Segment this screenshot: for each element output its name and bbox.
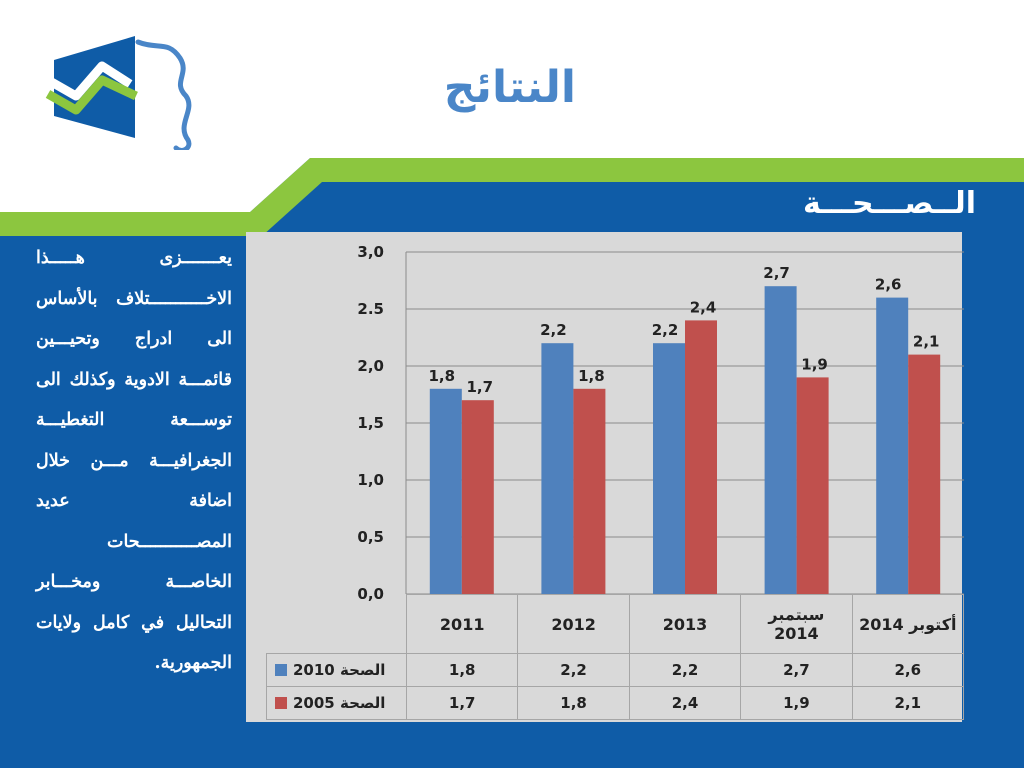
category-label: أكتوبر 2014: [851, 594, 965, 654]
series-row: الصحة 2010 1,8 2,2 2,2 2,7 2,6: [266, 653, 965, 687]
y-tick-label: 0,0: [357, 585, 384, 603]
y-tick-label: 0,5: [357, 528, 384, 546]
category-label: سبتمبر 2014: [740, 594, 853, 654]
bar: [429, 388, 462, 594]
bar: [685, 320, 717, 594]
table-cell: 1,7: [405, 686, 519, 720]
data-label: 1,8: [429, 367, 456, 385]
data-label: 2,2: [540, 321, 567, 339]
data-label: 1,9: [801, 355, 828, 373]
table-cell: 1,8: [405, 653, 519, 687]
table-cell: 2,7: [740, 653, 853, 687]
legend-key: [275, 664, 287, 677]
section-title: الــصـــحـــة: [803, 186, 976, 221]
slide-title: النتائج: [443, 62, 576, 113]
table-cell: 2,6: [851, 653, 965, 687]
table-cell: 2,2: [628, 653, 742, 687]
legend-key: [275, 697, 287, 710]
bar: [461, 400, 494, 594]
y-tick-label: 1,0: [357, 471, 384, 489]
series-row: الصحة 2005 1,7 1,8 2,4 1,9 2,1: [266, 686, 965, 720]
legend-entry: الصحة 2005: [266, 686, 407, 720]
body-text: يعـــــــزى هـــــذا الاخـــــــــــتلاف…: [36, 248, 232, 673]
bar: [764, 286, 797, 594]
data-label: 2,4: [690, 298, 717, 316]
table-cell: 2,2: [517, 653, 630, 687]
logo: [45, 36, 192, 153]
y-tick-label: 3,0: [357, 243, 384, 261]
category-label: 2012: [517, 594, 630, 654]
table-cell: 2,4: [628, 686, 742, 720]
table-cell: 1,8: [517, 686, 630, 720]
category-row: 2011 2012 2013 سبتمبر 2014 أكتوبر 2014: [267, 594, 965, 654]
table-corner: [267, 595, 407, 654]
legend-entry: الصحة 2010: [266, 653, 407, 687]
chart-data-table: 2011 2012 2013 سبتمبر 2014 أكتوبر 2014 ال…: [266, 594, 965, 720]
y-tick-label: 2.5: [357, 300, 384, 318]
y-tick-label: 2,0: [357, 357, 384, 375]
bar: [653, 343, 685, 594]
category-label: 2013: [628, 594, 742, 654]
bar: [796, 377, 829, 594]
table-cell: 2,1: [851, 686, 965, 720]
data-label: 2,7: [763, 264, 790, 282]
table-cell: 1,9: [740, 686, 853, 720]
data-label: 2,2: [652, 321, 679, 339]
bar: [541, 343, 574, 594]
data-label: 2,6: [875, 276, 902, 294]
data-label: 2,1: [913, 333, 940, 351]
y-tick-label: 1,5: [357, 414, 384, 432]
bar: [908, 354, 941, 594]
bar: [876, 297, 909, 594]
bar: [573, 388, 606, 594]
data-label: 1,8: [578, 367, 605, 385]
category-label: 2011: [405, 594, 519, 654]
data-label: 1,7: [467, 378, 494, 396]
